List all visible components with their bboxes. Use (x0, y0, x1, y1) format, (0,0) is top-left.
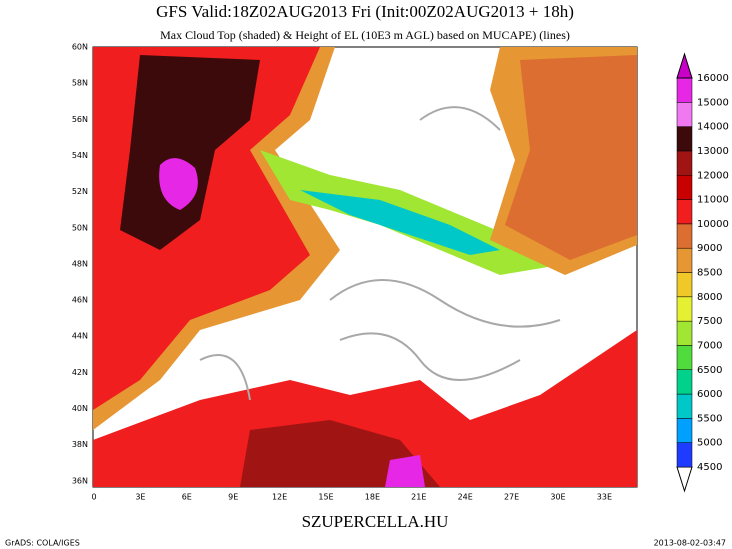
lon-label: 3E (135, 493, 145, 502)
lat-label: 48N (72, 259, 88, 268)
lat-label: 58N (72, 79, 88, 88)
colorbar-bin (676, 102, 693, 127)
colorbar-end (676, 466, 693, 493)
colorbar-label: 12000 (697, 170, 729, 181)
contour-line (199, 106, 561, 401)
colorbar-label: 5000 (697, 438, 722, 449)
colorbar-label: 7500 (697, 316, 722, 327)
colorbar-bin (676, 223, 693, 249)
lon-label: 21E (411, 493, 426, 502)
colorbar-label: 16000 (697, 73, 729, 84)
colorbar-label: 10000 (697, 219, 729, 230)
shaded-area (505, 55, 637, 260)
shaded-area (159, 158, 198, 210)
subtitle: Max Cloud Top (shaded) & Height of EL (1… (160, 28, 570, 42)
site-name: SZUPERCELLA.HU (302, 512, 449, 531)
lat-label: 50N (72, 223, 88, 232)
colorbar-label: 7000 (697, 340, 722, 351)
lon-label: 6E (182, 493, 192, 502)
title: GFS Valid:18Z02AUG2013 Fri (Init:00Z02AU… (156, 2, 574, 21)
colorbar-bin (676, 272, 693, 298)
lat-label: 36N (72, 476, 88, 485)
colorbar-end (676, 52, 693, 79)
lon-label: 12E (272, 493, 287, 502)
lat-label: 44N (72, 332, 88, 341)
colorbar-label: 8000 (697, 292, 722, 303)
lat-label: 54N (72, 151, 88, 160)
colorbar-label: 15000 (697, 97, 729, 108)
colorbar-bin (676, 77, 693, 103)
lon-label: 15E (318, 493, 333, 502)
shaded-area (120, 55, 260, 250)
colorbar-label: 4500 (697, 462, 722, 473)
colorbar-bin (676, 320, 693, 346)
lat-label: 38N (72, 440, 88, 449)
colorbar-bin (676, 175, 693, 200)
colorbar-bin (676, 345, 693, 370)
lon-label: 9E (228, 493, 238, 502)
timestamp: 2013-08-02-03:47 (654, 539, 726, 548)
lat-label: 56N (72, 115, 88, 124)
colorbar-label: 5500 (697, 413, 722, 424)
colorbar-bin (676, 393, 693, 419)
colorbar-label: 6000 (697, 389, 722, 400)
colorbar-bin (676, 418, 693, 443)
colorbar-label: 11000 (697, 195, 729, 206)
credit: GrADS: COLA/IGES (5, 539, 80, 548)
shaded-area (300, 190, 500, 255)
colorbar-bin (676, 199, 693, 225)
colorbar-label: 13000 (697, 146, 729, 157)
colorbar-bin (676, 150, 693, 176)
map-area (92, 46, 638, 488)
shaded-area (385, 455, 425, 487)
colorbar-label: 6500 (697, 365, 722, 376)
colorbar: 4500 5000 5500 6000 6500 7000 7500 8000 8500 9000… (676, 52, 729, 493)
colorbar-label: 8500 (697, 268, 722, 279)
lon-label: 24E (458, 493, 473, 502)
colorbar-bin (676, 247, 693, 273)
lon-label: 30E (550, 493, 565, 502)
colorbar-label: 9000 (697, 243, 722, 254)
shaded-area (93, 330, 637, 487)
lon-label: 18E (365, 493, 380, 502)
lat-label: 52N (72, 187, 88, 196)
lat-label: 46N (72, 296, 88, 305)
lon-label: 33E (597, 493, 612, 502)
colorbar-bin (676, 296, 693, 322)
colorbar-label: 14000 (697, 122, 729, 133)
lon-label: 27E (504, 493, 519, 502)
colorbar-bin (676, 442, 693, 468)
lat-label: 60N (72, 43, 88, 52)
colorbar-bin (676, 369, 693, 395)
lat-label: 40N (72, 404, 88, 413)
colorbar-bin (676, 126, 693, 152)
lon-label: 0 (91, 493, 96, 502)
lat-label: 42N (72, 368, 88, 377)
